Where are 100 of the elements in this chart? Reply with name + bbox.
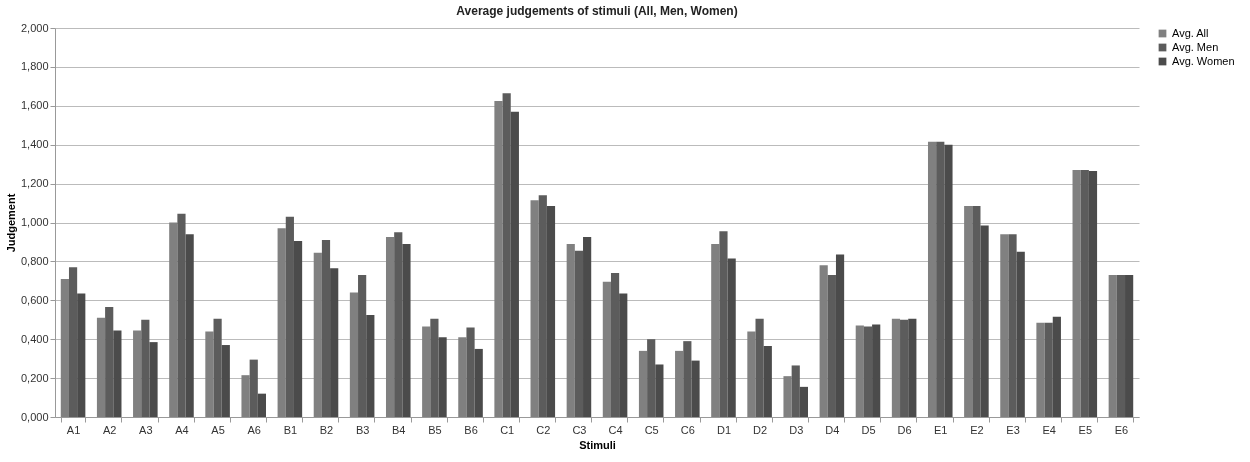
x-tick-label: D6 — [897, 423, 912, 436]
bar — [385, 237, 395, 417]
bar — [330, 268, 339, 417]
legend-label: Avg. Men — [1172, 40, 1219, 53]
x-tick-label: D3 — [789, 423, 804, 436]
x-axis-title: Stimuli — [579, 438, 616, 451]
bar — [466, 327, 475, 417]
bar — [249, 359, 258, 417]
bar — [349, 292, 359, 417]
x-tick-label: B4 — [392, 423, 406, 436]
bar — [980, 225, 989, 417]
x-tick-label: E5 — [1078, 423, 1093, 436]
bar — [819, 265, 828, 417]
x-tick-label: B1 — [283, 423, 298, 436]
bar — [438, 337, 447, 417]
x-tick-label: A6 — [247, 423, 261, 436]
bar — [619, 293, 628, 417]
bar — [113, 330, 122, 417]
bar — [1008, 234, 1017, 417]
bar — [60, 278, 69, 417]
bar — [711, 243, 720, 417]
bar — [422, 326, 431, 417]
bar — [530, 200, 539, 417]
bar — [691, 360, 700, 417]
x-tick-label: D5 — [861, 423, 876, 436]
bar — [68, 267, 78, 417]
bar — [900, 319, 909, 417]
bar — [972, 205, 981, 417]
bar — [891, 318, 901, 417]
bar — [574, 250, 584, 417]
bar — [546, 205, 556, 417]
x-tick-label: E4 — [1042, 423, 1056, 436]
x-tick-label: C2 — [536, 423, 551, 436]
bar — [177, 213, 186, 417]
bar — [510, 111, 519, 417]
bar — [277, 228, 286, 417]
x-tick-label: B3 — [355, 423, 370, 436]
bar — [257, 393, 267, 417]
bar — [1044, 322, 1053, 417]
y-tick-label: 0,200 — [20, 371, 49, 384]
bar — [430, 318, 439, 417]
bar — [799, 386, 809, 417]
bar — [791, 365, 800, 417]
x-tick-label: C4 — [608, 423, 623, 436]
bar — [872, 324, 881, 417]
bar — [241, 375, 250, 417]
x-tick-label: B6 — [464, 423, 478, 436]
bar — [1080, 169, 1089, 417]
bar — [583, 237, 592, 417]
bar — [675, 350, 684, 417]
bar — [610, 273, 620, 417]
bar — [964, 205, 973, 417]
x-tick-label: E1 — [934, 423, 948, 436]
x-tick-label: B2 — [319, 423, 334, 436]
bar — [566, 243, 575, 417]
bar — [133, 330, 142, 417]
x-tick-label: C5 — [644, 423, 659, 436]
bar — [169, 222, 178, 417]
bar — [96, 317, 106, 417]
bar — [538, 195, 547, 417]
bar — [647, 339, 656, 417]
x-tick-label: D2 — [753, 423, 768, 436]
bar — [1052, 316, 1061, 417]
x-tick-label: A5 — [211, 423, 225, 436]
bar — [747, 331, 756, 417]
x-tick-label: D4 — [825, 423, 840, 436]
bar — [763, 346, 772, 417]
x-tick-label: A1 — [66, 423, 81, 436]
bar — [1116, 275, 1126, 417]
x-tick-label: C6 — [680, 423, 695, 436]
bar — [1108, 275, 1117, 417]
bar — [502, 93, 511, 417]
y-tick-label: 1,600 — [20, 99, 49, 112]
bar — [908, 318, 917, 417]
bar — [1072, 169, 1081, 417]
bar — [105, 307, 114, 417]
bar — [366, 314, 375, 417]
bar — [827, 275, 836, 417]
bar — [141, 319, 150, 417]
x-tick-label: C3 — [572, 423, 587, 436]
legend-label: Avg. Women — [1172, 54, 1235, 67]
x-tick-label: E3 — [1006, 423, 1020, 436]
bar — [313, 252, 322, 417]
chart-title: Average judgements of stimuli (All, Men, Women) — [456, 4, 738, 18]
bar — [727, 258, 736, 417]
x-tick-label: A3 — [139, 423, 153, 436]
y-tick-label: 0,400 — [20, 332, 49, 345]
bar — [213, 318, 222, 417]
bar — [835, 254, 845, 417]
bar — [458, 337, 467, 417]
y-tick-label: 0,000 — [20, 410, 49, 423]
y-tick-label: 1,200 — [20, 177, 49, 190]
bar — [719, 231, 728, 417]
bar — [185, 234, 194, 417]
bar — [602, 281, 611, 417]
bar — [638, 350, 648, 417]
y-tick-label: 1,000 — [20, 216, 49, 228]
bar — [221, 345, 230, 417]
x-tick-label: A2 — [102, 423, 117, 436]
bar — [1016, 251, 1025, 417]
